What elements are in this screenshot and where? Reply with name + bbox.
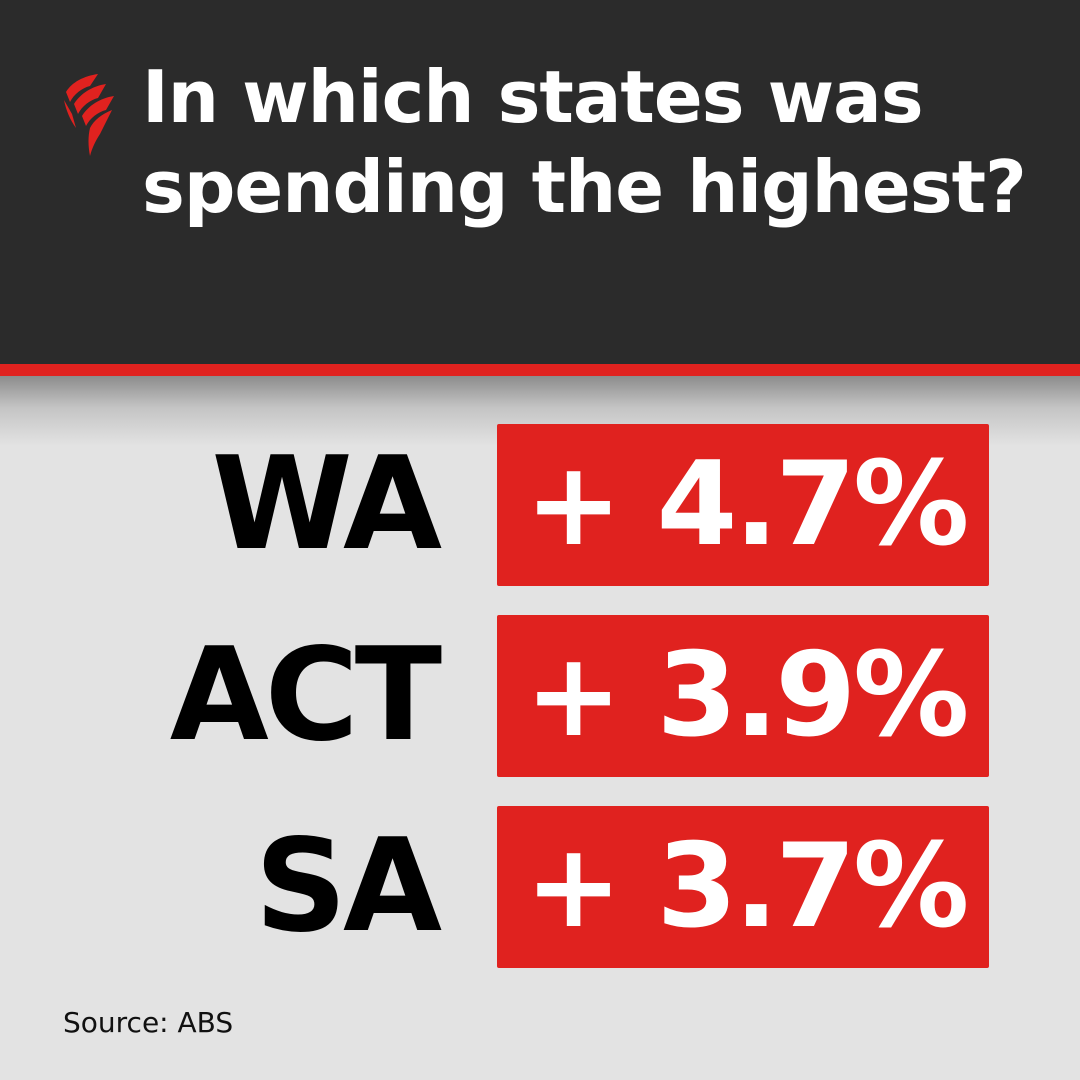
value-badge: + 3.7% <box>497 806 989 968</box>
title-line-2: spending the highest? <box>142 145 1027 229</box>
value-badge: + 4.7% <box>497 424 989 586</box>
value-label: + 3.7% <box>525 819 969 954</box>
value-badge: + 3.9% <box>497 615 989 777</box>
red-divider <box>0 364 1080 376</box>
state-label: WA <box>211 430 442 579</box>
title-line-1: In which states was <box>142 55 924 139</box>
state-label: SA <box>254 812 442 961</box>
state-row-sa: SA + 3.7% <box>0 806 1080 968</box>
value-label: + 3.9% <box>525 628 969 763</box>
page-title: In which states was spending the highest… <box>142 52 1062 232</box>
sbs-logo-icon <box>64 74 114 156</box>
source-note: Source: ABS <box>63 1006 234 1039</box>
state-row-act: ACT + 3.9% <box>0 615 1080 777</box>
state-row-wa: WA + 4.7% <box>0 424 1080 586</box>
header-band: In which states was spending the highest… <box>0 0 1080 364</box>
value-label: + 4.7% <box>525 437 969 572</box>
state-label: ACT <box>169 621 442 770</box>
